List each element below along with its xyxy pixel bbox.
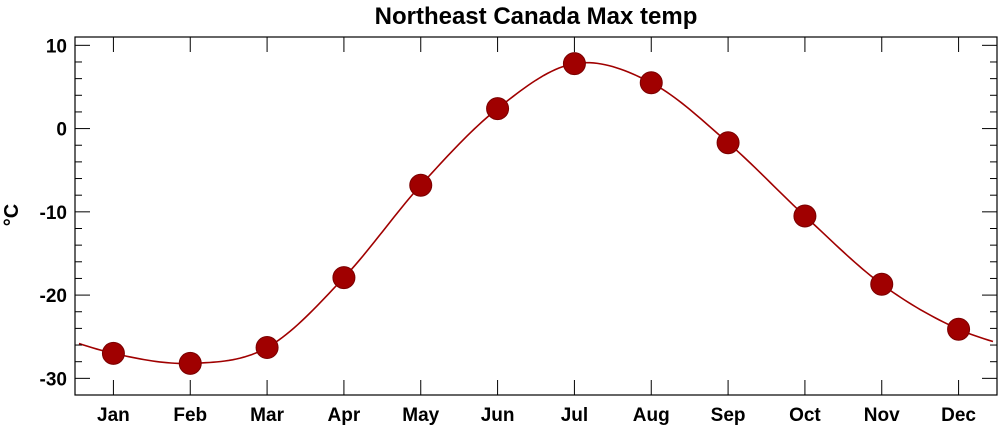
- y-tick-label: -30: [40, 369, 67, 390]
- x-tick-label: May: [402, 405, 439, 426]
- x-tick-label: Jan: [97, 405, 130, 426]
- data-point: [178, 351, 202, 375]
- x-tick-label: Jul: [561, 405, 588, 426]
- x-tick-label: Apr: [328, 405, 361, 426]
- y-tick-label: -20: [40, 286, 67, 307]
- data-point: [255, 336, 279, 360]
- series-line: [78, 61, 994, 365]
- data-point: [947, 317, 971, 341]
- plot-frame: [74, 36, 998, 396]
- x-tick-label: Jun: [481, 405, 515, 426]
- x-tick-label: Sep: [711, 405, 746, 426]
- data-point: [639, 71, 663, 95]
- y-tick-label: 0: [56, 120, 67, 141]
- plot-area: -30 -20 -10 0 10 Jan Feb Mar Apr May Jun Jul Aug Sep O…: [40, 36, 998, 426]
- data-point: [793, 204, 817, 228]
- data-point: [332, 266, 356, 290]
- x-tick-label: Aug: [633, 405, 670, 426]
- chart-title: Northeast Canada Max temp: [375, 3, 698, 30]
- y-axis-label: °C: [1, 204, 23, 226]
- data-point: [716, 131, 740, 155]
- data-point: [486, 97, 510, 121]
- x-tick-label: Feb: [173, 405, 207, 426]
- x-tick-label: Dec: [941, 405, 976, 426]
- data-point: [101, 341, 125, 365]
- x-tick-label: Nov: [864, 405, 900, 426]
- data-point: [409, 173, 433, 197]
- data-point: [562, 52, 586, 76]
- x-tick-label: Oct: [789, 405, 821, 426]
- x-tick-label: Mar: [250, 405, 284, 426]
- data-point: [870, 272, 894, 296]
- y-tick-label: -10: [40, 203, 67, 224]
- y-tick-label: 10: [46, 36, 67, 57]
